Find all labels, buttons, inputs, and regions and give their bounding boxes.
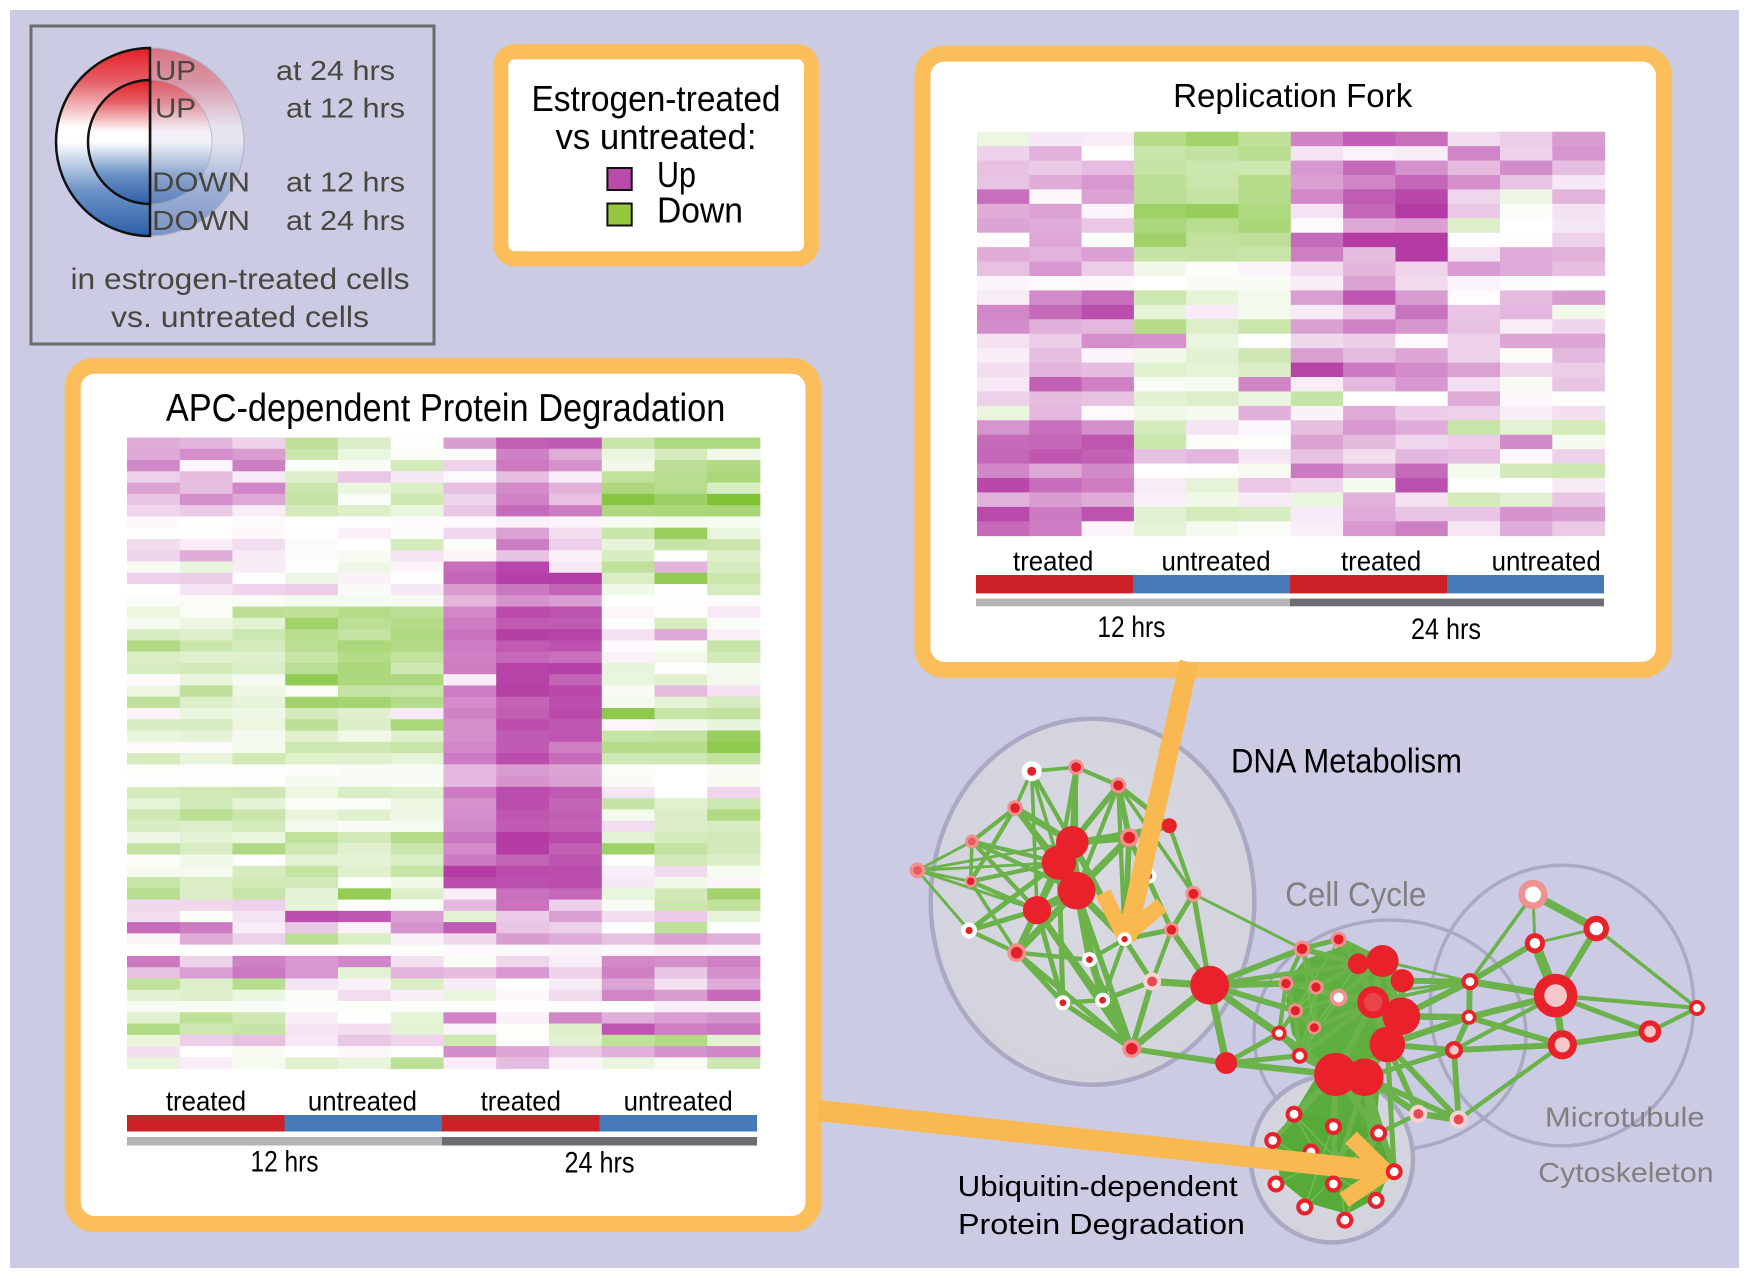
svg-text:treated: treated bbox=[166, 1086, 246, 1117]
svg-text:UP: UP bbox=[155, 55, 196, 86]
svg-text:treated: treated bbox=[481, 1086, 561, 1117]
svg-text:vs. untreated cells: vs. untreated cells bbox=[111, 301, 369, 334]
svg-text:Protein Degradation: Protein Degradation bbox=[958, 1209, 1245, 1241]
svg-text:in estrogen-treated cells: in estrogen-treated cells bbox=[71, 263, 410, 296]
svg-text:Down: Down bbox=[657, 190, 743, 231]
svg-text:at 12 hrs: at 12 hrs bbox=[286, 167, 405, 198]
svg-text:DNA Metabolism: DNA Metabolism bbox=[1231, 743, 1462, 781]
svg-text:Replication Fork: Replication Fork bbox=[1173, 77, 1413, 114]
svg-text:at 24 hrs: at 24 hrs bbox=[286, 205, 405, 236]
svg-text:24 hrs: 24 hrs bbox=[1411, 613, 1481, 646]
svg-text:Cell Cycle: Cell Cycle bbox=[1285, 876, 1426, 914]
svg-text:Estrogen-treated: Estrogen-treated bbox=[532, 78, 781, 119]
svg-text:treated: treated bbox=[1341, 546, 1421, 577]
svg-text:Cytoskeleton: Cytoskeleton bbox=[1538, 1157, 1714, 1188]
svg-text:Ubiquitin-dependent: Ubiquitin-dependent bbox=[958, 1171, 1238, 1203]
svg-text:Up: Up bbox=[657, 154, 696, 195]
svg-text:at 24 hrs: at 24 hrs bbox=[276, 55, 395, 86]
svg-text:24 hrs: 24 hrs bbox=[565, 1147, 635, 1180]
svg-text:12 hrs: 12 hrs bbox=[1097, 611, 1165, 644]
svg-text:12 hrs: 12 hrs bbox=[251, 1145, 319, 1178]
svg-text:untreated: untreated bbox=[624, 1086, 733, 1117]
svg-text:UP: UP bbox=[155, 93, 196, 124]
svg-text:treated: treated bbox=[1013, 546, 1093, 577]
svg-text:untreated: untreated bbox=[1162, 546, 1271, 577]
svg-text:untreated: untreated bbox=[1492, 546, 1601, 577]
svg-text:untreated: untreated bbox=[308, 1086, 417, 1117]
svg-text:DOWN: DOWN bbox=[152, 167, 250, 198]
svg-text:vs untreated:: vs untreated: bbox=[556, 116, 757, 157]
svg-text:Microtubule: Microtubule bbox=[1545, 1102, 1705, 1133]
svg-text:DOWN: DOWN bbox=[152, 205, 250, 236]
svg-text:APC-dependent Protein Degradat: APC-dependent Protein Degradation bbox=[166, 387, 726, 430]
svg-text:at 12 hrs: at 12 hrs bbox=[286, 93, 405, 124]
